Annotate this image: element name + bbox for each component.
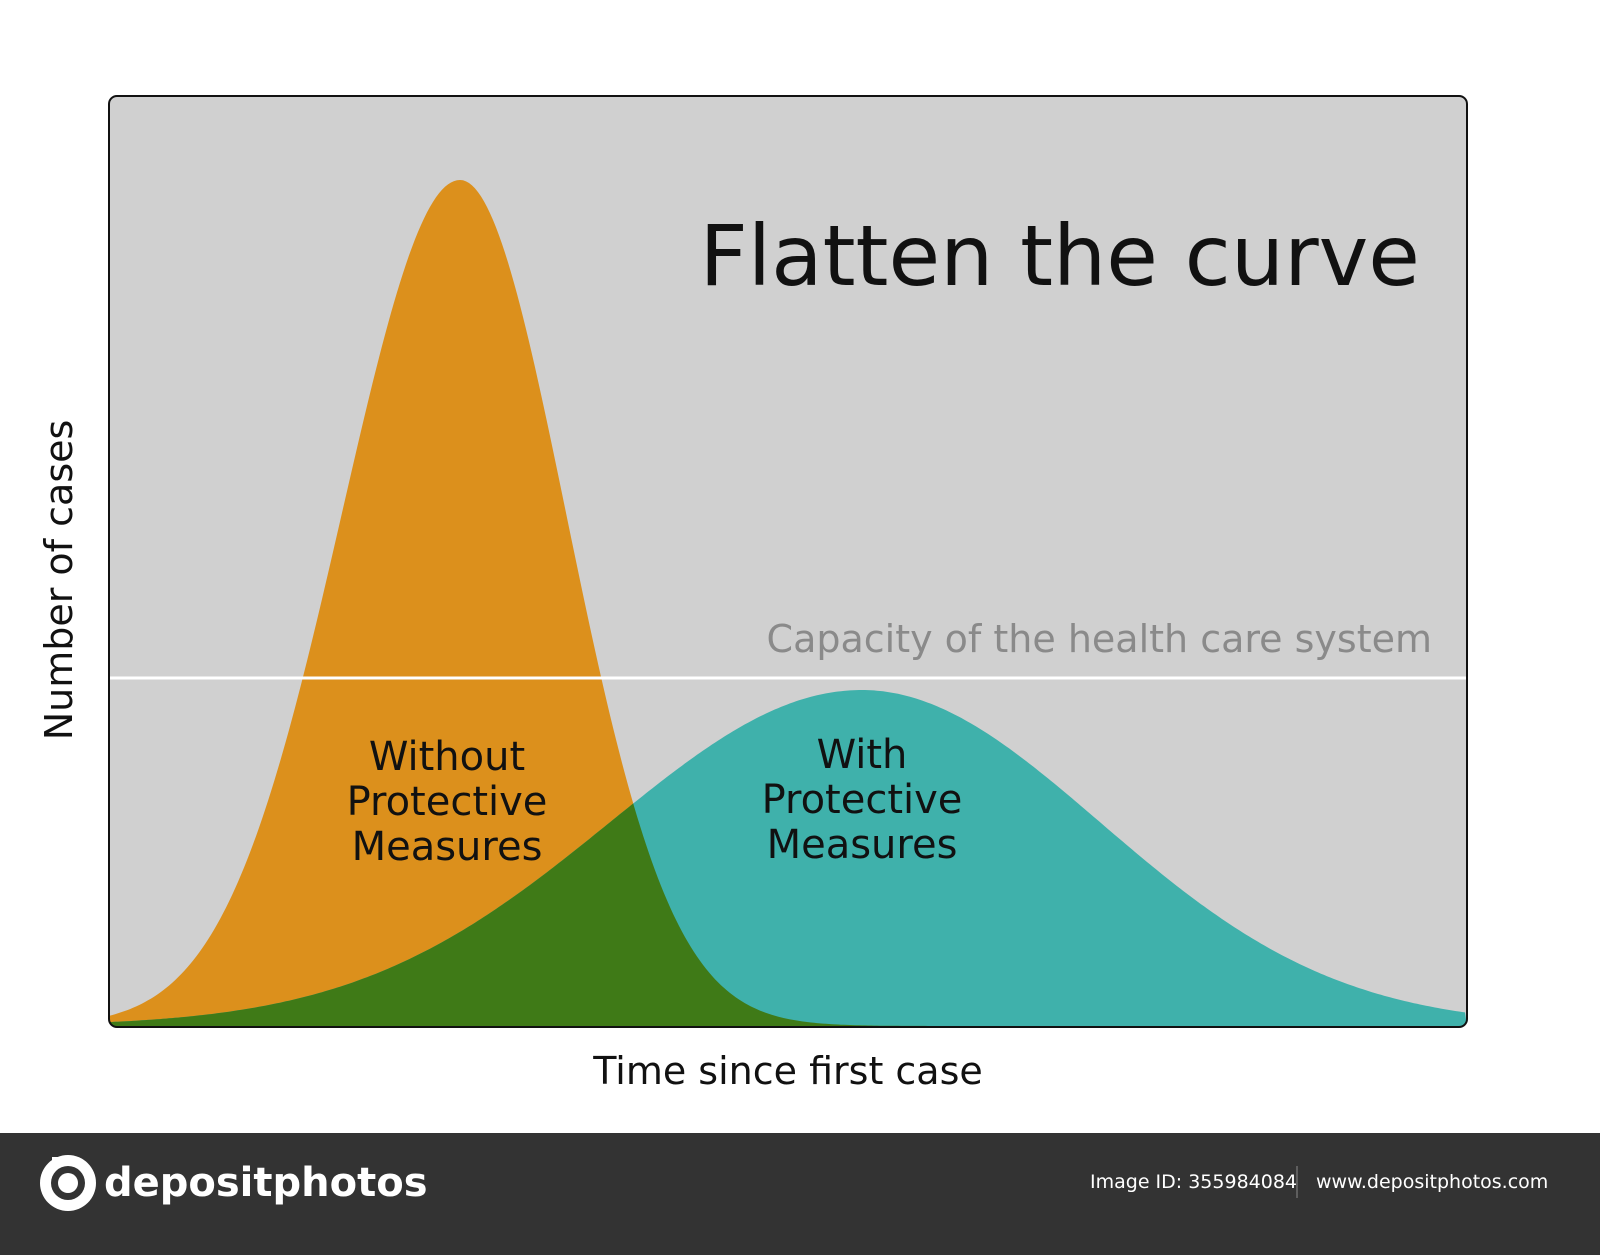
curve-label-with: With Protective Measures — [762, 732, 963, 868]
x-axis-label: Time since first case — [592, 1049, 983, 1093]
label-line: Protective — [347, 779, 548, 825]
brand-logo — [40, 1155, 96, 1211]
label-line: Without — [369, 734, 525, 780]
footer — [0, 1133, 1600, 1255]
image-id: Image ID: 355984084 — [1090, 1171, 1297, 1193]
curve-label-without: Without Protective Measures — [347, 734, 548, 870]
y-axis-label: Number of cases — [37, 420, 81, 741]
plot-border — [108, 95, 1468, 1028]
label-line: With — [817, 732, 908, 778]
label-line: Measures — [352, 824, 543, 870]
capacity-label: Capacity of the health care system — [767, 617, 1432, 661]
website: www.depositphotos.com — [1316, 1171, 1548, 1193]
brand: depositphotos — [104, 1160, 428, 1206]
label-line: Protective — [762, 777, 963, 823]
curves — [109, 180, 1467, 1026]
label-line: Measures — [767, 822, 958, 868]
title: Flatten the curve — [699, 207, 1420, 305]
curve-without-measures — [109, 180, 1467, 1026]
